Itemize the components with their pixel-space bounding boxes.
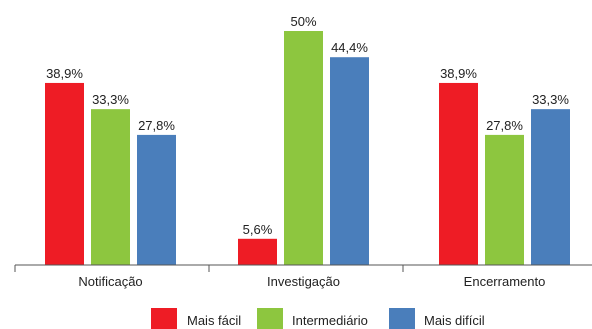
data-label: 27,8% [138, 118, 175, 133]
legend: Mais fácil Intermediário Mais difícil [151, 308, 485, 329]
data-label: 44,4% [331, 40, 368, 55]
category-label: Investigação [267, 274, 340, 289]
bar-2-1 [238, 238, 277, 265]
data-label: 27,8% [486, 118, 523, 133]
data-label: 5,6% [243, 222, 273, 237]
legend-label: Mais difícil [424, 313, 485, 328]
bar-1-3 [137, 134, 176, 265]
bar-1-2 [91, 109, 130, 265]
data-label: 33,3% [92, 92, 129, 107]
data-label: 50% [290, 14, 316, 29]
data-labels-group: 38,9% 33,3% 27,8% 5,6% 50% 44,4% 38,9% 27,8% 33,… [46, 14, 569, 237]
data-label: 33,3% [532, 92, 569, 107]
category-label: Notificação [78, 274, 142, 289]
bars-group [45, 31, 570, 265]
x-axis-ticks [14, 265, 404, 272]
bar-2-3 [330, 57, 369, 265]
bar-3-1 [439, 82, 478, 265]
bar-2-2 [284, 31, 323, 265]
category-labels-group: Notificação Investigação Encerramento [78, 274, 545, 289]
bar-3-2 [485, 134, 524, 265]
legend-label: Mais fácil [187, 313, 241, 328]
legend-label: Intermediário [292, 313, 368, 328]
legend-swatch [389, 308, 415, 329]
bar-1-1 [45, 82, 84, 265]
bar-3-3 [531, 109, 570, 265]
category-label: Encerramento [464, 274, 546, 289]
legend-swatch [151, 308, 177, 329]
data-label: 38,9% [46, 66, 83, 81]
data-label: 38,9% [440, 66, 477, 81]
legend-swatch [257, 308, 283, 329]
